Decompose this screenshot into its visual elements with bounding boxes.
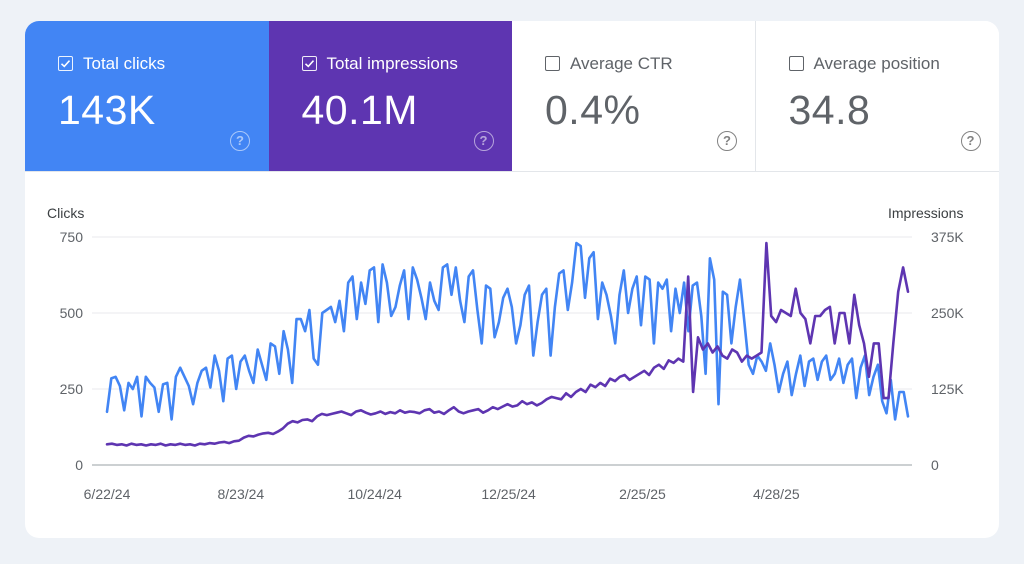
help-icon[interactable]: ? (960, 131, 981, 151)
checkbox-unchecked-icon[interactable] (788, 56, 804, 71)
right-tick-label: 0 (931, 457, 939, 473)
help-icon[interactable]: ? (230, 131, 250, 151)
metric-value: 0.4% (545, 87, 641, 133)
x-tick-label: 12/25/24 (481, 486, 536, 502)
left-axis-title: Clicks (47, 205, 85, 221)
x-tick-label: 6/22/24 (84, 486, 131, 502)
x-tick-label: 4/28/25 (753, 486, 800, 502)
left-tick-label: 250 (60, 381, 84, 397)
total-clicks-tile[interactable]: Total clicks 143K ? (25, 21, 269, 171)
help-icon[interactable]: ? (717, 131, 737, 151)
x-tick-label: 8/23/24 (218, 486, 265, 502)
checkbox-unchecked-icon[interactable] (545, 56, 560, 71)
right-axis-title: Impressions (888, 205, 964, 221)
metric-value: 40.1M (301, 87, 418, 133)
checkbox-checked-icon[interactable] (301, 56, 317, 71)
left-tick-label: 750 (60, 229, 84, 245)
right-tick-label: 375K (931, 229, 964, 245)
left-tick-label: 500 (60, 305, 84, 321)
x-tick-label: 2/25/25 (619, 486, 666, 502)
right-tick-label: 125K (931, 381, 964, 397)
performance-card: Total clicks 143K ? Total impressions 40… (25, 21, 999, 538)
average-ctr-tile[interactable]: Average CTR 0.4% ? (512, 21, 756, 171)
metric-label: Total clicks (83, 54, 166, 73)
checkbox-checked-icon[interactable] (58, 56, 73, 71)
impressions-series-line (105, 241, 910, 447)
clicks-series-line (105, 241, 910, 421)
left-tick-label: 0 (75, 457, 83, 473)
metric-label: Average CTR (570, 54, 673, 73)
average-position-tile[interactable]: Average position 34.8 ? (755, 21, 999, 171)
metric-label: Total impressions (326, 54, 458, 73)
total-impressions-tile[interactable]: Total impressions 40.1M ? (268, 21, 512, 171)
x-tick-label: 10/24/24 (347, 486, 402, 502)
metric-tiles: Total clicks 143K ? Total impressions 40… (25, 21, 999, 172)
metric-value: 143K (58, 87, 156, 133)
metric-label: Average position (813, 54, 940, 73)
help-icon[interactable]: ? (473, 131, 494, 151)
right-tick-label: 250K (931, 305, 964, 321)
metric-value: 34.8 (788, 87, 871, 133)
